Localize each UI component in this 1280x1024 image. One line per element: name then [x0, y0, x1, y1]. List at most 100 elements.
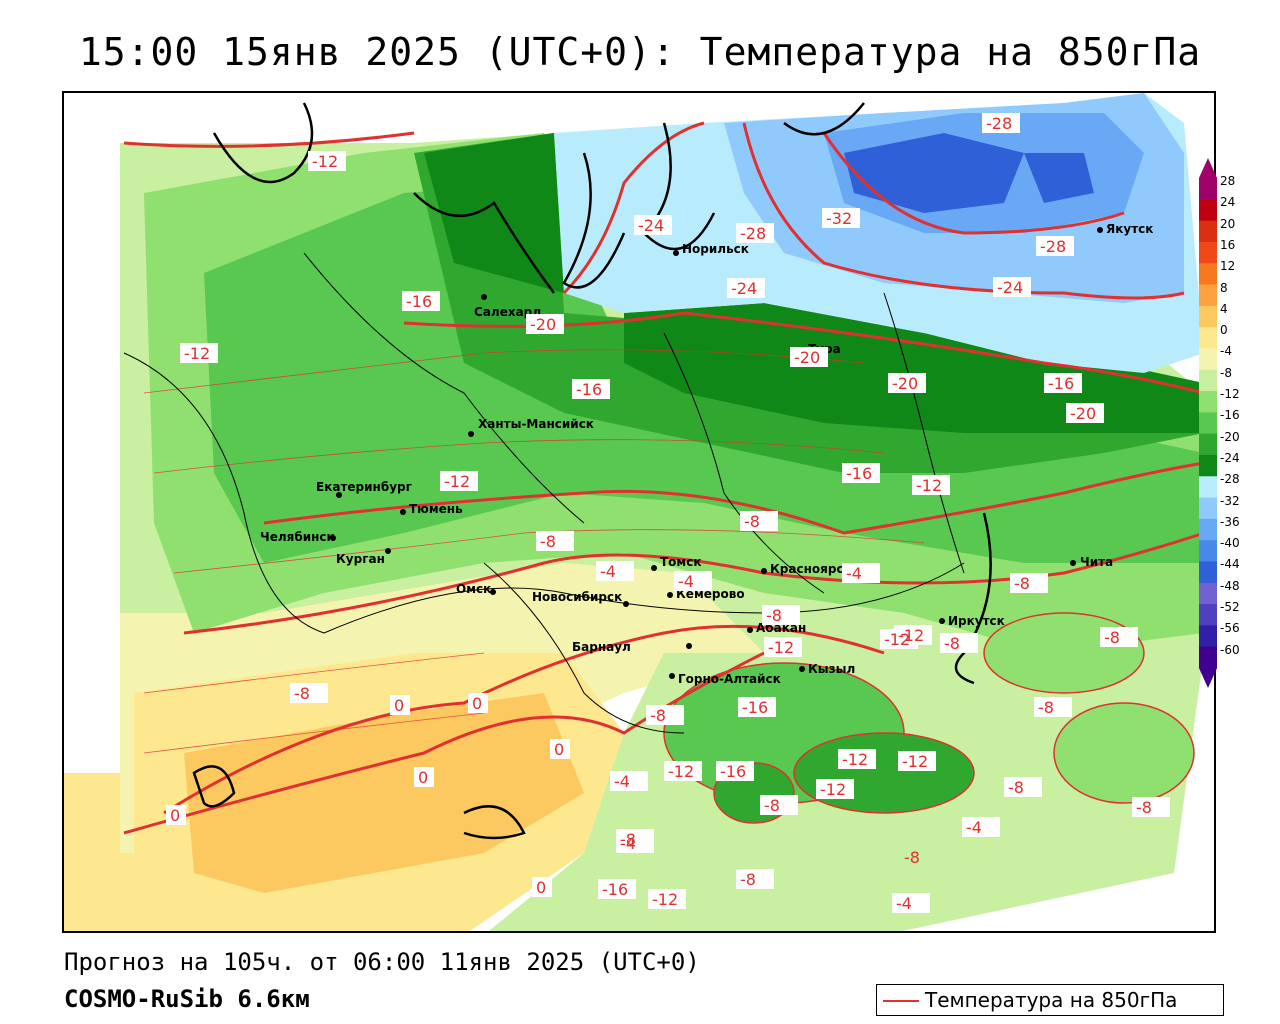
isotherm-lines — [123, 121, 1205, 835]
contour-label: -12 — [184, 344, 210, 363]
contour-label: -8 — [764, 796, 780, 815]
contour-label: -16 — [720, 762, 746, 781]
contour-label: -8 — [1038, 698, 1054, 717]
contour-label: -16 — [406, 292, 432, 311]
contour-label: -8 — [1008, 778, 1024, 797]
colorbar-tick-label: 20 — [1220, 216, 1236, 231]
city-label: Тюмень — [409, 502, 463, 516]
contour-label: -12 — [668, 762, 694, 781]
contour-label: -4 — [966, 818, 982, 837]
contour-label: -8 — [944, 634, 960, 653]
colorbar-segment — [1199, 178, 1217, 200]
map-title: 15:00 15янв 2025 (UTC+0): Температура на… — [78, 30, 1202, 74]
contour-label: -8 — [1136, 798, 1152, 817]
contour-label: -24 — [731, 279, 757, 298]
contour-label: -12 — [898, 626, 924, 645]
colorbar-tick-label: -60 — [1220, 642, 1240, 657]
colorbar-segment — [1199, 604, 1217, 626]
colorbar-tick-label: 8 — [1220, 280, 1228, 295]
contour-label: -12 — [884, 630, 910, 649]
colorbar-scale — [1199, 158, 1217, 688]
city-label: Горно-Алтайск — [678, 672, 781, 686]
contour-label: -4 — [600, 562, 616, 581]
colorbar-tick-label: -56 — [1220, 621, 1240, 636]
city-label: Омск — [456, 582, 491, 596]
contour-label: -8 — [1014, 574, 1030, 593]
city-markers — [330, 227, 1103, 679]
contour-label: 0 — [418, 768, 428, 787]
contour-label: -12 — [652, 890, 678, 909]
city-label: Екатеринбург — [316, 480, 412, 494]
colorbar-tick-label: 28 — [1220, 174, 1236, 188]
city-label: Томск — [660, 555, 702, 569]
contour-label: -28 — [986, 114, 1012, 133]
colorbar-max-arrow — [1199, 158, 1217, 178]
colorbar-tick-label: -4 — [1220, 344, 1232, 359]
legend-line-swatch — [883, 1000, 919, 1002]
colorbar-tick-label: -12 — [1220, 387, 1240, 402]
city-label: Красноярск — [770, 562, 852, 576]
city-label: Иркутск — [948, 614, 1005, 628]
contour-label: -8 — [766, 606, 782, 625]
contour-label: -32 — [826, 209, 852, 228]
contour-label: 0 — [394, 696, 404, 715]
contour-labels: -28 -32 -28 -24 -24 -28 -24 -20 -20 -20 … — [166, 113, 1170, 913]
contour-label: -8 — [294, 684, 310, 703]
contour-label: -4 — [896, 894, 912, 913]
colorbar-segment — [1199, 220, 1217, 243]
contour-label: -16 — [576, 380, 602, 399]
colorbar-segment — [1199, 454, 1217, 477]
contour-label: -20 — [794, 348, 820, 367]
colorbar-tick-label: -8 — [1220, 365, 1232, 380]
colorbar-segment — [1199, 284, 1217, 307]
contour-label: -8 — [650, 706, 666, 725]
contour-label: -24 — [997, 278, 1023, 297]
city-label: Кызыл — [808, 662, 855, 676]
contour-label: -12 — [768, 638, 794, 657]
contour-label: -24 — [638, 216, 664, 235]
colorbar-tick-label: -52 — [1220, 600, 1240, 615]
contour-label: -4 — [614, 772, 630, 791]
colorbar-segment — [1199, 263, 1217, 286]
colorbar-tick-label: -44 — [1220, 557, 1240, 572]
city-label: Салехард — [474, 305, 542, 319]
colorbar-segment — [1199, 625, 1217, 648]
colorbar-tick-label: 24 — [1220, 195, 1236, 210]
forecast-info: Прогноз на 105ч. от 06:00 11янв 2025 (UT… — [64, 948, 700, 976]
colorbar-tick-label: -16 — [1220, 408, 1240, 423]
contour-label: -12 — [902, 752, 928, 771]
colorbar-segment — [1199, 476, 1217, 499]
colorbar-tick-label: -36 — [1220, 514, 1240, 529]
contour-label: -16 — [602, 880, 628, 899]
colorbar-segment — [1199, 199, 1217, 222]
contour-label: -20 — [1070, 404, 1096, 423]
map-legend: Температура на 850гПа — [876, 984, 1224, 1016]
contour-label: -4 — [620, 834, 636, 853]
contour-label: -28 — [740, 224, 766, 243]
contour-label: -8 — [1104, 628, 1120, 647]
colorbar-segment — [1199, 412, 1217, 435]
contour-label: -20 — [530, 315, 556, 334]
contour-label: -12 — [312, 152, 338, 171]
colorbar-tick-label: -32 — [1220, 493, 1240, 508]
contour-label: -16 — [846, 464, 872, 483]
map-canvas: Норильск Якутск Салехард Тура Ханты-Манс… — [64, 93, 1214, 931]
contour-label: -12 — [444, 472, 470, 491]
colorbar-min-arrow — [1199, 668, 1217, 688]
colorbar-tick-label: 12 — [1220, 259, 1236, 274]
contour-label: -20 — [892, 374, 918, 393]
colorbar-tick-label: 4 — [1220, 301, 1228, 316]
colorbar-segment — [1199, 497, 1217, 520]
colorbar-segment — [1199, 327, 1217, 349]
colorbar-tick-label: -40 — [1220, 536, 1240, 551]
contour-label: 0 — [472, 694, 482, 713]
contour-label: -12 — [842, 750, 868, 769]
temperature-map: Норильск Якутск Салехард Тура Ханты-Манс… — [62, 91, 1216, 933]
contour-label: 0 — [536, 878, 546, 897]
colorbar-segment — [1199, 646, 1217, 669]
colorbar-tick-label: -24 — [1220, 450, 1240, 465]
colorbar-segment — [1199, 561, 1217, 584]
contour-label: 0 — [554, 740, 564, 759]
legend-label: Температура на 850гПа — [925, 988, 1178, 1012]
coast-lines — [192, 102, 992, 840]
